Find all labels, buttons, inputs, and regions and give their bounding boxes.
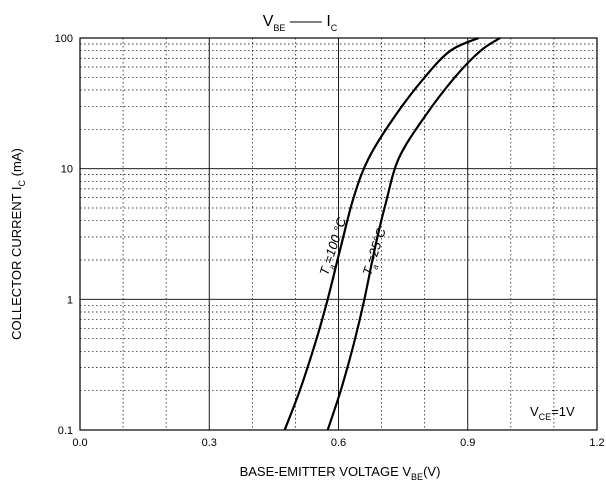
plot-frame	[79, 37, 598, 431]
y-tick-label: 0.1	[58, 425, 73, 437]
vce-sub: CE	[539, 412, 552, 422]
x-tick-label: 0.6	[331, 437, 346, 449]
title-right: I	[326, 13, 330, 30]
x-axis-text: BASE-EMITTER VOLTAGE	[240, 464, 399, 479]
minor-gridlines	[80, 38, 597, 430]
y-axis-symbol-sub: C	[17, 179, 27, 186]
curve-label-25c: Ta=25°C	[359, 225, 391, 278]
title-right-sub: C	[331, 23, 338, 33]
y-tick-label: 10	[61, 164, 73, 176]
y-tick-label: 100	[55, 33, 73, 45]
vce-main: V	[530, 404, 539, 419]
chart-title: VBE —— IC	[263, 13, 338, 33]
y-tick-label: 1	[67, 294, 73, 306]
series-line-100c	[283, 36, 479, 431]
x-tick-label: 1.2	[589, 437, 604, 449]
title-left-sub: BE	[273, 23, 285, 33]
vce-annotation: VCE=1V	[530, 404, 575, 422]
curve-label-100c: Ta=100 °C	[316, 215, 352, 278]
y-axis-text: COLLECTOR CURRENT	[9, 193, 24, 339]
title-dash: ——	[290, 13, 322, 30]
x-tick-label: 0.0	[72, 437, 87, 449]
y-axis-symbol: I	[9, 186, 24, 190]
vce-rest: =1V	[551, 404, 575, 419]
curves	[283, 36, 501, 431]
title-left: V	[263, 13, 274, 30]
x-axis-unit: (V)	[423, 464, 440, 479]
x-axis-symbol: V	[402, 464, 411, 479]
x-axis-symbol-sub: BE	[411, 472, 423, 482]
x-tick-label: 0.3	[202, 437, 217, 449]
major-gridlines	[80, 38, 597, 430]
y-axis-label: COLLECTOR CURRENT IC (mA)	[9, 148, 27, 340]
x-axis-label: BASE-EMITTER VOLTAGE VBE(V)	[240, 464, 441, 482]
y-axis-unit: (mA)	[9, 148, 24, 176]
x-tick-label: 0.9	[460, 437, 475, 449]
tick-labels: 0.0 0.3 0.6 0.9 1.2 0.1 1 10 100	[55, 33, 605, 449]
series-line-25c	[326, 37, 501, 431]
